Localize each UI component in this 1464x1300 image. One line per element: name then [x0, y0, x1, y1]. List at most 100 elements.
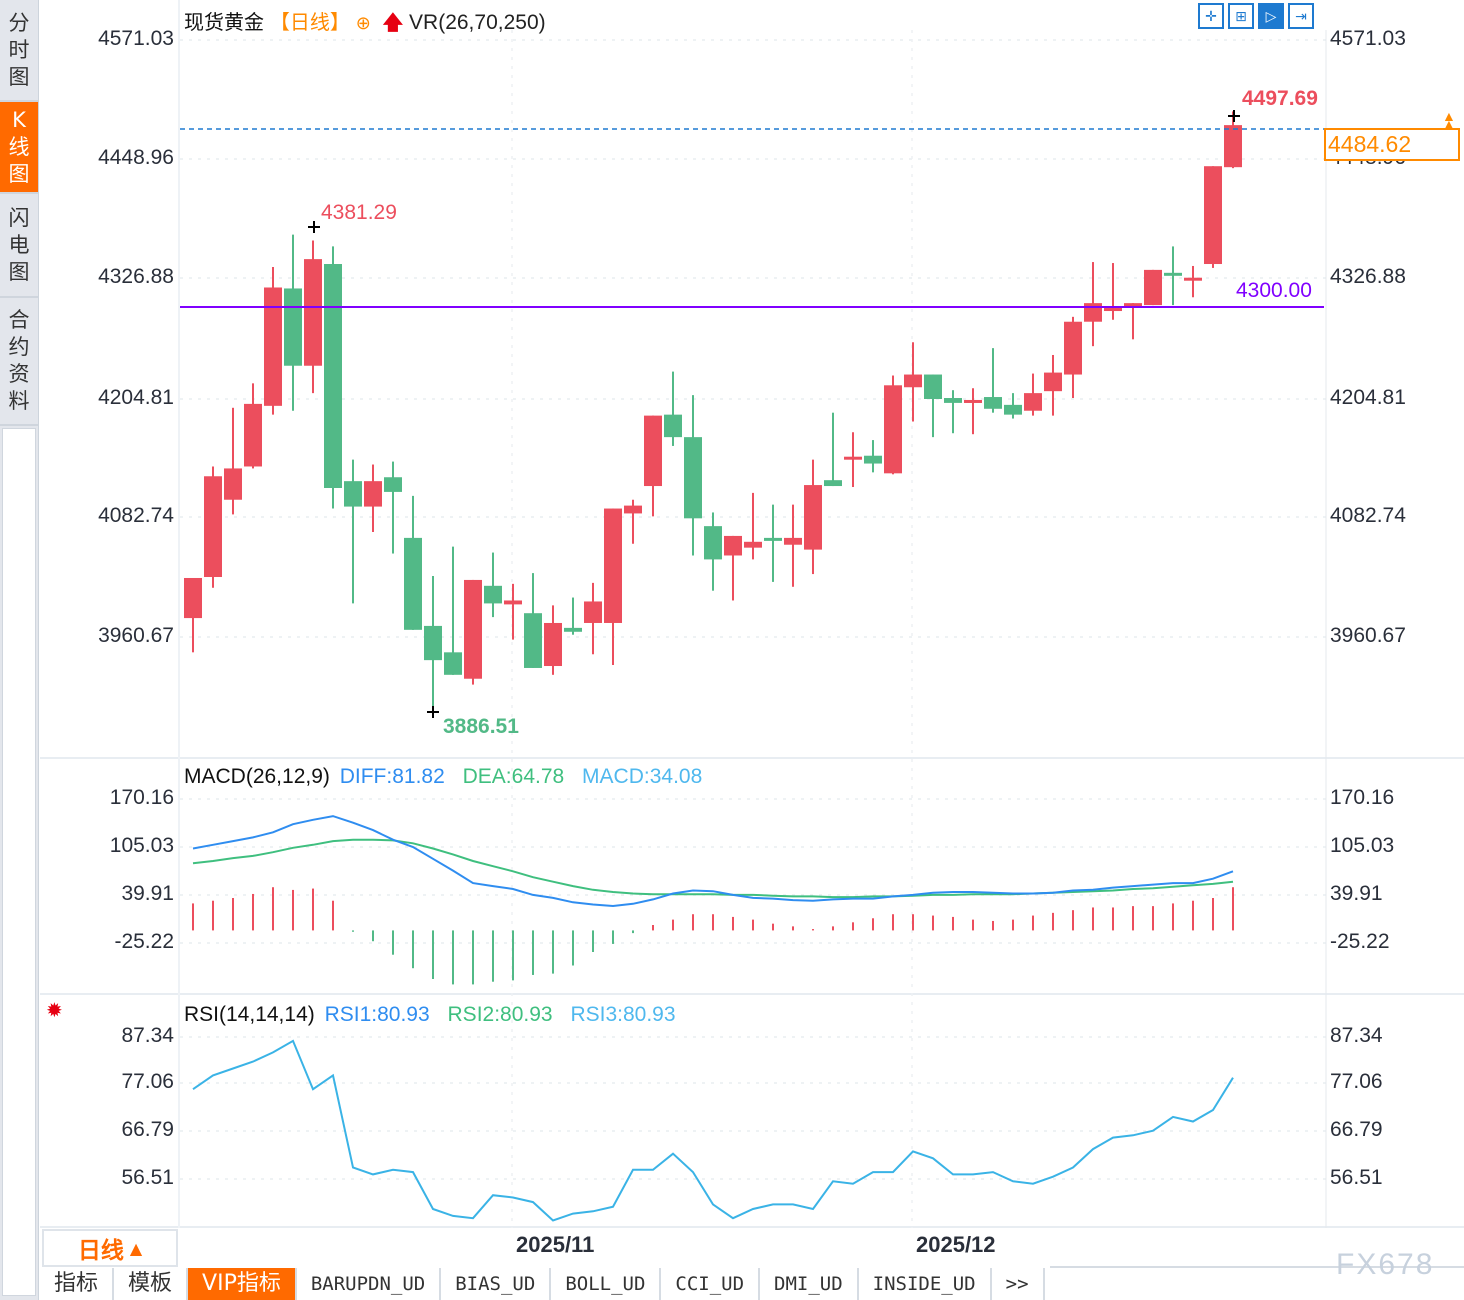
play-forward-icon: ▷ — [1265, 7, 1277, 24]
macd-axis-left-label: 39.91 — [121, 882, 174, 905]
macd-axis-right-label: 39.91 — [1330, 882, 1383, 905]
price-axis-left-label: 4448.96 — [98, 146, 174, 169]
period-dropdown-arrow-icon: ▲ — [129, 1238, 143, 1258]
candle-body — [1224, 125, 1242, 168]
sidebar-tab-flash-chart[interactable]: 闪电图 — [0, 194, 38, 298]
indicator-tab[interactable]: INSIDE_UD — [858, 1268, 992, 1300]
rsi2-value: RSI2:80.93 — [447, 1003, 553, 1026]
indicator-tab[interactable]: CCI_UD — [661, 1268, 761, 1300]
candle-body — [944, 398, 962, 403]
candle-body — [444, 652, 462, 675]
indicator-tab[interactable]: VIP指标 — [188, 1268, 297, 1300]
candle-body — [544, 622, 562, 667]
candle-body — [684, 437, 702, 519]
candle-body — [1204, 166, 1222, 265]
watermark: FX678 — [1336, 1248, 1435, 1281]
sidebar-blank — [2, 428, 36, 1296]
price-axis-right-label: 4326.88 — [1330, 265, 1406, 288]
rsi-line — [192, 1039, 1234, 1222]
rsi-axis-right-label: 77.06 — [1330, 1070, 1383, 1093]
period-selector[interactable]: 日线 ▲ — [42, 1229, 178, 1267]
candle-body — [284, 288, 302, 366]
left-axis-divider — [178, 0, 180, 1228]
crosshair-icon: ✛ — [1205, 7, 1217, 24]
sidebar-tab-char: 图 — [8, 259, 30, 284]
low-price-annotation: 3886.51 — [443, 715, 519, 738]
candle-body — [744, 541, 762, 548]
candle-body — [964, 399, 982, 403]
jump-latest-button[interactable]: ⇥ — [1288, 3, 1314, 29]
indicator-tab[interactable]: BOLL_UD — [551, 1268, 662, 1300]
rsi-axis-right-label: 87.34 — [1330, 1024, 1383, 1047]
candle-body — [264, 287, 282, 406]
candle-body — [884, 385, 902, 474]
candle-body — [584, 601, 602, 623]
candle-body — [624, 505, 642, 514]
macd-hist-value: MACD:34.08 — [582, 765, 703, 788]
period-selector-label: 日线 — [77, 1238, 124, 1264]
candle-body — [464, 579, 482, 679]
support-line-label[interactable]: 4300.00 — [1236, 279, 1312, 302]
candle-body — [224, 468, 242, 500]
price-axis-left-label: 4082.74 — [98, 504, 174, 527]
rsi-header: RSI(14,14,14) RSI1:80.93 RSI2:80.93 RSI3… — [184, 1003, 676, 1027]
macd-axis-right-label: 105.03 — [1330, 834, 1395, 857]
vr-indicator-label: VR(26,70,250) — [409, 11, 546, 34]
candle-body — [204, 476, 222, 578]
price-axis-right-label: 4571.03 — [1330, 27, 1406, 50]
jump-latest-icon: ⇥ — [1295, 7, 1307, 24]
candle-body — [1064, 321, 1082, 375]
sidebar-tab-char: 时 — [8, 37, 30, 62]
candle-body — [244, 403, 262, 467]
candle-body — [644, 415, 662, 487]
chart-header: 现货黄金 【日线】 ⊕ 🡅 VR(26,70,250) — [184, 6, 546, 42]
high-price-annotation: 4381.29 — [321, 201, 397, 224]
sidebar-tab-char: 资 — [8, 362, 30, 386]
candle-body — [924, 374, 942, 399]
sidebar-tab-char: 图 — [8, 161, 30, 186]
indicator-tab[interactable]: >> — [991, 1268, 1045, 1300]
indicator-tab[interactable]: 模板 — [114, 1268, 189, 1300]
indicator-tab[interactable]: BARUPDN_UD — [296, 1268, 442, 1300]
sidebar-tab-char: 料 — [8, 389, 30, 413]
tabs-divider — [1050, 1266, 1464, 1268]
range-select-button[interactable]: ⊞ — [1228, 3, 1254, 29]
macd-axis-right-label: -25.22 — [1330, 930, 1390, 953]
candle-body — [484, 585, 502, 604]
rsi-settings-icon[interactable]: ✹ — [46, 1000, 63, 1022]
scroll-to-top-icon[interactable]: ▲ ▲ — [1442, 108, 1456, 132]
candle-body — [804, 485, 822, 550]
macd-axis-left-label: 105.03 — [109, 834, 174, 857]
candle-body — [504, 600, 522, 605]
price-axis-right-label: 4082.74 — [1330, 504, 1406, 527]
sidebar-tab-timeshare[interactable]: 分时图 — [0, 0, 38, 102]
candle-body — [1144, 269, 1162, 306]
macd-axis-right-label: 170.16 — [1330, 786, 1395, 809]
indicator-tab[interactable]: 指标 — [40, 1268, 115, 1300]
macd-dea-value: DEA:64.78 — [462, 765, 565, 788]
x-axis-date-dec: 2025/12 — [916, 1232, 996, 1257]
candle-body — [384, 477, 402, 492]
play-forward-button[interactable]: ▷ — [1258, 3, 1284, 29]
candle-body — [184, 577, 202, 619]
sidebar-tab-contract-info[interactable]: 合约资料 — [0, 298, 38, 426]
candle-body — [704, 526, 722, 560]
candle-body — [564, 627, 582, 632]
sidebar-tab-char: 分 — [8, 10, 30, 35]
macd-diff-value: DIFF:81.82 — [339, 765, 445, 788]
candle-body — [664, 414, 682, 438]
candle-body — [824, 480, 842, 487]
indicator-tab[interactable]: DMI_UD — [760, 1268, 859, 1300]
candle-body — [1084, 303, 1102, 322]
x-axis-date-nov: 2025/11 — [516, 1232, 595, 1257]
crosshair-button[interactable]: ✛ — [1198, 3, 1224, 29]
candle-body — [904, 374, 922, 388]
add-indicator-icon[interactable]: ⊕ — [355, 13, 371, 33]
candle-body — [1044, 372, 1062, 392]
indicator-tab[interactable]: BIAS_UD — [441, 1268, 552, 1300]
candle-body — [1004, 404, 1022, 415]
candle-body — [1164, 272, 1182, 276]
